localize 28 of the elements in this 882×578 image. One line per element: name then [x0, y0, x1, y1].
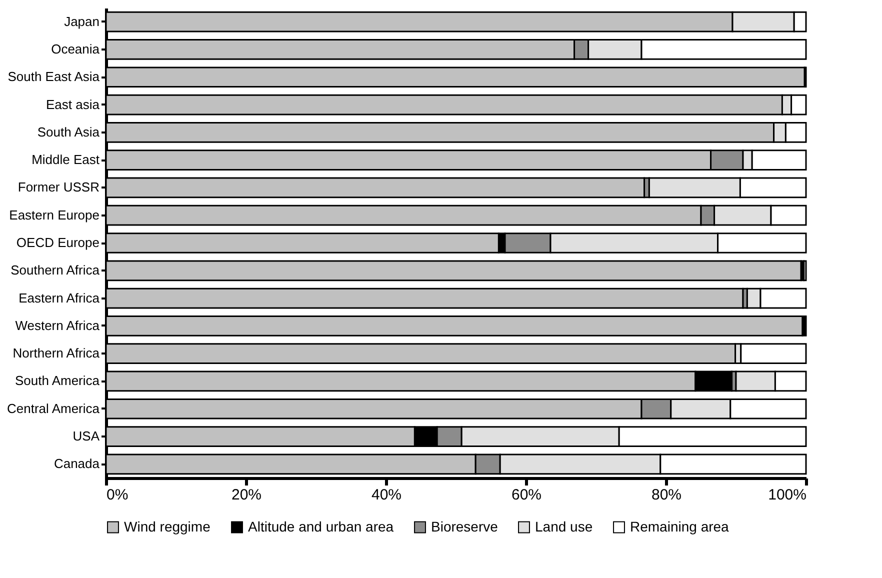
x-tick-label: 0% — [106, 486, 128, 504]
x-tick-label: 40% — [371, 486, 402, 504]
legend-label: Bioreserve — [431, 518, 498, 534]
y-tick-label: Central America — [7, 400, 100, 416]
legend-label: Wind reggime — [124, 518, 211, 534]
x-tick-label: 80% — [651, 486, 682, 504]
y-tick-label: OECD Europe — [16, 235, 100, 250]
x-tick-label: 100% — [768, 486, 806, 504]
y-tick-label: Former USSR — [18, 180, 100, 195]
y-tick-label: East asia — [46, 96, 100, 112]
x-tick-label: 60% — [511, 486, 542, 504]
y-tick-label: Eastern Europe — [9, 207, 100, 222]
y-tick-label: USA — [72, 428, 100, 444]
y-tick-label: South Asia — [37, 124, 100, 140]
y-tick-label: South East Asia — [8, 69, 100, 84]
y-tick-label: Canada — [54, 456, 100, 472]
y-tick-label: Southern Africa — [10, 262, 100, 278]
x-tick-label: 20% — [231, 486, 262, 504]
legend-label: Remaining area — [630, 518, 730, 534]
y-tick-label: South America — [14, 373, 100, 388]
y-tick-label: Eastern Africa — [18, 290, 100, 306]
y-tick-label: Oceania — [51, 41, 100, 56]
legend-label: Land use — [535, 518, 593, 534]
y-tick-label: Western Africa — [15, 318, 100, 333]
legend-label: Altitude and urban area — [248, 518, 394, 534]
y-tick-label: Northern Africa — [12, 346, 100, 361]
y-tick-label: Japan — [64, 14, 100, 29]
y-tick-label: Middle East — [32, 152, 100, 168]
